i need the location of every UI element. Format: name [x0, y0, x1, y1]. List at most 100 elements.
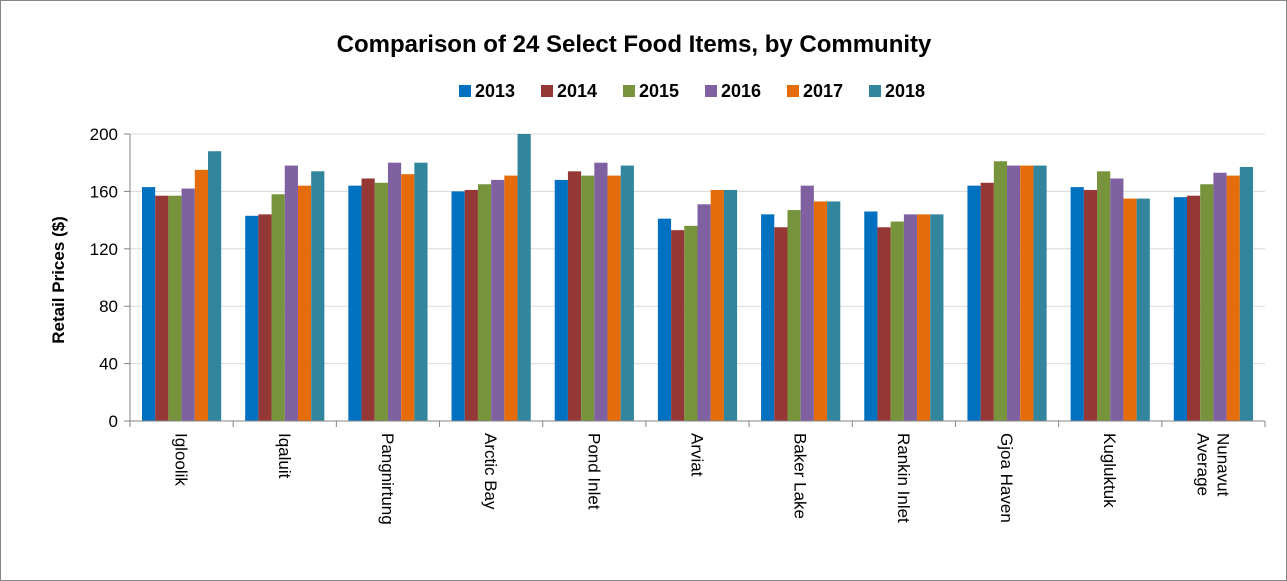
bar-2014-1 [258, 214, 272, 421]
y-axis-label: Retail Prices ($) [49, 216, 68, 344]
bar-2016-3 [491, 179, 505, 421]
y-tick-labels: 0 40 80 120 160 200 [90, 125, 118, 431]
legend-label-2013: 2013 [475, 81, 515, 101]
bar-2015-9 [1097, 171, 1111, 421]
bar-2016-0 [181, 188, 195, 421]
bar-2015-3 [477, 184, 492, 421]
bar-2018-4 [620, 165, 634, 421]
bar-2014-9 [1083, 189, 1098, 421]
x-category-label: Gjoa Haven [997, 433, 1016, 523]
bar-2015-1 [271, 194, 285, 421]
bar-2016-9 [1110, 178, 1124, 421]
chart-title: Comparison of 24 Select Food Items, by C… [337, 31, 932, 58]
bar-2017-4 [607, 175, 621, 421]
x-category-label: Baker Lake [791, 433, 810, 519]
x-category-label: Rankin Inlet [894, 433, 913, 523]
x-category-label: Kugluktuk [1100, 433, 1119, 508]
x-category-label: Nunavut [1213, 433, 1232, 497]
bar-2016-1 [284, 165, 298, 421]
bar-2017-0 [194, 169, 208, 421]
bar-2018-2 [414, 162, 428, 421]
y-tick-label: 120 [90, 240, 118, 259]
bar-2017-3 [504, 175, 518, 421]
bar-2013-5 [657, 218, 672, 421]
bar-2015-8 [993, 161, 1008, 421]
bar-2016-2 [387, 162, 402, 421]
x-category-label: Igloolik [172, 433, 191, 486]
bar-2014-5 [671, 230, 685, 421]
bar-2014-6 [774, 227, 788, 421]
bar-2018-3 [517, 134, 531, 421]
bar-2017-6 [813, 201, 828, 421]
x-category-label: Pangnirtung [378, 433, 397, 525]
bar-2015-6 [787, 210, 801, 421]
bar-2018-5 [723, 189, 738, 421]
y-tick-label: 0 [109, 412, 118, 431]
bar-2014-0 [155, 195, 169, 421]
legend-swatch-2014 [541, 85, 553, 97]
bar-2013-7 [864, 211, 878, 421]
bar-2013-10 [1173, 197, 1188, 421]
bar-2016-5 [697, 204, 711, 421]
axes [124, 133, 1266, 427]
bar-2016-7 [903, 214, 918, 421]
y-tick-label: 160 [90, 182, 118, 201]
bar-2015-10 [1200, 184, 1214, 421]
legend-swatch-2013 [459, 85, 471, 97]
bar-2018-9 [1136, 198, 1150, 421]
bar-2017-9 [1123, 198, 1137, 421]
legend-swatch-2018 [869, 85, 881, 97]
bar-2018-7 [930, 214, 944, 421]
bar-2013-3 [451, 191, 465, 421]
x-category-label: Iqaluit [275, 433, 294, 479]
legend-label-2015: 2015 [639, 81, 679, 101]
legend-label-2016: 2016 [721, 81, 761, 101]
y-tick-label: 200 [90, 125, 118, 144]
bar-2014-2 [361, 178, 375, 421]
legend-swatch-2016 [705, 85, 717, 97]
bar-2016-4 [594, 162, 608, 421]
y-tick-label: 40 [99, 355, 118, 374]
bar-2018-8 [1033, 165, 1047, 421]
bar-2013-1 [245, 215, 259, 421]
bar-2016-8 [1007, 165, 1021, 421]
bar-2014-3 [464, 189, 478, 421]
bar-2015-0 [168, 195, 182, 421]
y-tick-label: 80 [99, 297, 118, 316]
legend-label-2014: 2014 [557, 81, 597, 101]
legend-swatch-2017 [787, 85, 799, 97]
x-category-labels: Igloolik Iqaluit Pangnirtung Arctic Bay Pond… [172, 433, 1233, 525]
bar-2014-4 [567, 171, 582, 421]
bar-2015-2 [374, 182, 388, 421]
bar-2018-10 [1239, 167, 1254, 421]
x-category-label: Pond Inlet [584, 433, 603, 510]
bar-2014-8 [980, 182, 994, 421]
bar-2013-0 [141, 187, 156, 421]
bar-2017-7 [917, 214, 931, 421]
bar-2016-6 [800, 185, 814, 421]
bar-2017-5 [710, 189, 724, 421]
bar-2018-6 [827, 201, 841, 421]
bar-2017-1 [297, 185, 312, 421]
bar-2017-2 [401, 174, 415, 421]
bar-2014-7 [877, 227, 891, 421]
x-category-label: Arctic Bay [481, 433, 500, 510]
legend: 2013 2014 2015 2016 2017 2018 [459, 81, 925, 101]
x-category-label: Arviat [688, 433, 707, 477]
legend-swatch-2015 [623, 85, 635, 97]
bar-2017-10 [1226, 175, 1240, 421]
legend-label-2017: 2017 [803, 81, 843, 101]
bar-2018-0 [207, 151, 222, 421]
bar-2013-2 [348, 185, 362, 421]
bar-2013-8 [967, 185, 981, 421]
bar-2015-4 [581, 175, 595, 421]
bar-2016-10 [1213, 172, 1227, 421]
bar-2013-9 [1070, 187, 1084, 421]
bar-2013-6 [761, 214, 775, 421]
legend-label-2018: 2018 [885, 81, 925, 101]
bar-2015-7 [890, 221, 904, 421]
bar-2017-8 [1020, 165, 1034, 421]
bars [141, 134, 1254, 421]
